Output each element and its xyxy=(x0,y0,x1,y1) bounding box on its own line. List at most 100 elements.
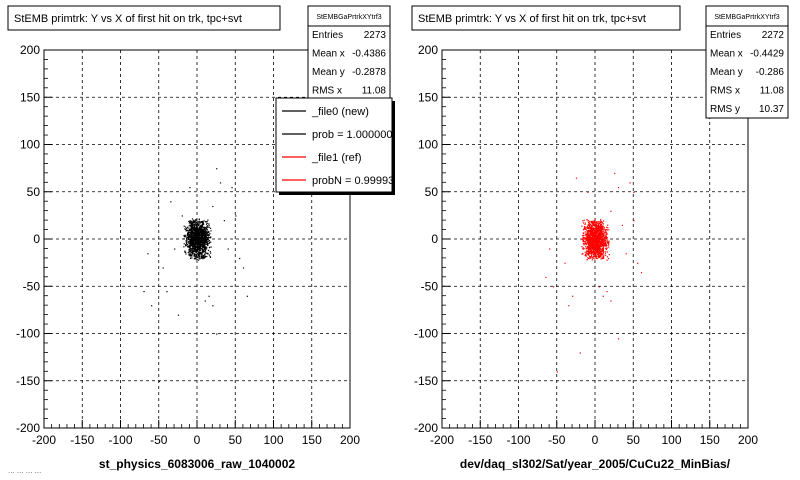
data-point xyxy=(189,254,191,256)
data-point xyxy=(602,295,604,297)
data-point xyxy=(596,235,599,237)
data-point xyxy=(600,253,603,255)
chart-title-box xyxy=(7,5,281,31)
data-point xyxy=(594,246,596,249)
data-point xyxy=(193,244,196,246)
x-tick-label: -200 xyxy=(32,433,56,447)
data-point xyxy=(201,229,204,232)
data-point xyxy=(583,222,585,224)
data-point xyxy=(185,251,187,253)
data-point xyxy=(593,228,595,230)
data-point xyxy=(197,241,199,244)
data-point xyxy=(201,245,203,247)
data-point xyxy=(191,237,193,239)
data-point xyxy=(192,237,194,239)
data-point xyxy=(203,245,205,247)
data-point xyxy=(195,236,197,238)
data-point xyxy=(601,221,603,223)
stats-label: Entries xyxy=(710,30,741,41)
data-point xyxy=(197,236,199,238)
data-point xyxy=(190,232,192,234)
data-point xyxy=(597,256,599,258)
data-point xyxy=(201,257,203,259)
data-point xyxy=(198,227,200,230)
data-point xyxy=(242,267,245,269)
data-point xyxy=(625,253,627,255)
data-point xyxy=(200,240,202,243)
data-point xyxy=(198,240,200,242)
data-point xyxy=(589,256,591,259)
data-point xyxy=(602,243,604,245)
data-point xyxy=(602,232,604,234)
data-point xyxy=(183,243,185,245)
data-point xyxy=(189,240,192,242)
data-point xyxy=(196,233,199,235)
data-point xyxy=(195,219,197,221)
data-point xyxy=(198,248,200,250)
data-point xyxy=(200,244,202,246)
data-point xyxy=(605,254,607,256)
data-point xyxy=(188,235,191,238)
data-point xyxy=(201,255,203,257)
data-point xyxy=(189,224,191,226)
data-point xyxy=(202,246,204,248)
data-point xyxy=(606,251,609,253)
data-point xyxy=(604,252,607,254)
data-point xyxy=(184,250,186,252)
data-point xyxy=(587,229,589,231)
data-point xyxy=(204,240,207,242)
data-point xyxy=(186,240,188,243)
data-point xyxy=(189,239,191,241)
data-point xyxy=(599,237,601,239)
data-point xyxy=(191,227,193,229)
x-axis-label: st_physics_6083006_raw_1040002 xyxy=(99,457,295,471)
data-point xyxy=(593,245,595,247)
data-point xyxy=(588,246,591,249)
data-point xyxy=(205,252,207,254)
data-point xyxy=(601,249,604,251)
data-point xyxy=(207,234,209,236)
data-point xyxy=(588,242,590,245)
data-point xyxy=(599,251,601,253)
data-point xyxy=(192,243,194,245)
data-point xyxy=(196,229,198,232)
data-point xyxy=(188,231,190,234)
x-tick-label: -150 xyxy=(468,433,492,447)
data-point xyxy=(195,246,197,248)
data-point xyxy=(599,248,601,251)
data-point xyxy=(199,255,201,257)
data-point xyxy=(196,222,199,224)
data-point xyxy=(206,255,208,258)
data-point xyxy=(582,243,585,245)
data-point xyxy=(585,248,587,250)
data-point xyxy=(204,227,206,229)
data-point xyxy=(206,252,208,255)
data-point xyxy=(189,243,192,245)
data-point xyxy=(606,236,608,239)
data-point xyxy=(202,251,204,253)
data-point xyxy=(606,233,608,235)
data-point xyxy=(597,251,599,254)
data-point xyxy=(588,238,590,241)
data-point xyxy=(598,232,600,234)
data-point xyxy=(595,256,597,258)
data-point xyxy=(604,239,606,242)
data-point xyxy=(585,235,587,237)
data-point xyxy=(592,230,594,232)
data-point xyxy=(189,187,191,189)
data-point xyxy=(201,249,204,251)
data-point xyxy=(602,230,604,232)
data-point xyxy=(584,226,586,228)
data-point xyxy=(189,257,192,259)
data-point xyxy=(210,236,212,238)
data-point xyxy=(199,240,201,242)
data-point xyxy=(197,224,200,227)
data-point xyxy=(586,247,588,249)
y-tick-label: -150 xyxy=(414,374,438,388)
data-point xyxy=(589,225,591,227)
data-point xyxy=(193,221,195,223)
data-point xyxy=(600,238,602,240)
data-point xyxy=(202,220,204,222)
data-point xyxy=(591,234,594,237)
y-tick-label: 200 xyxy=(418,43,438,57)
